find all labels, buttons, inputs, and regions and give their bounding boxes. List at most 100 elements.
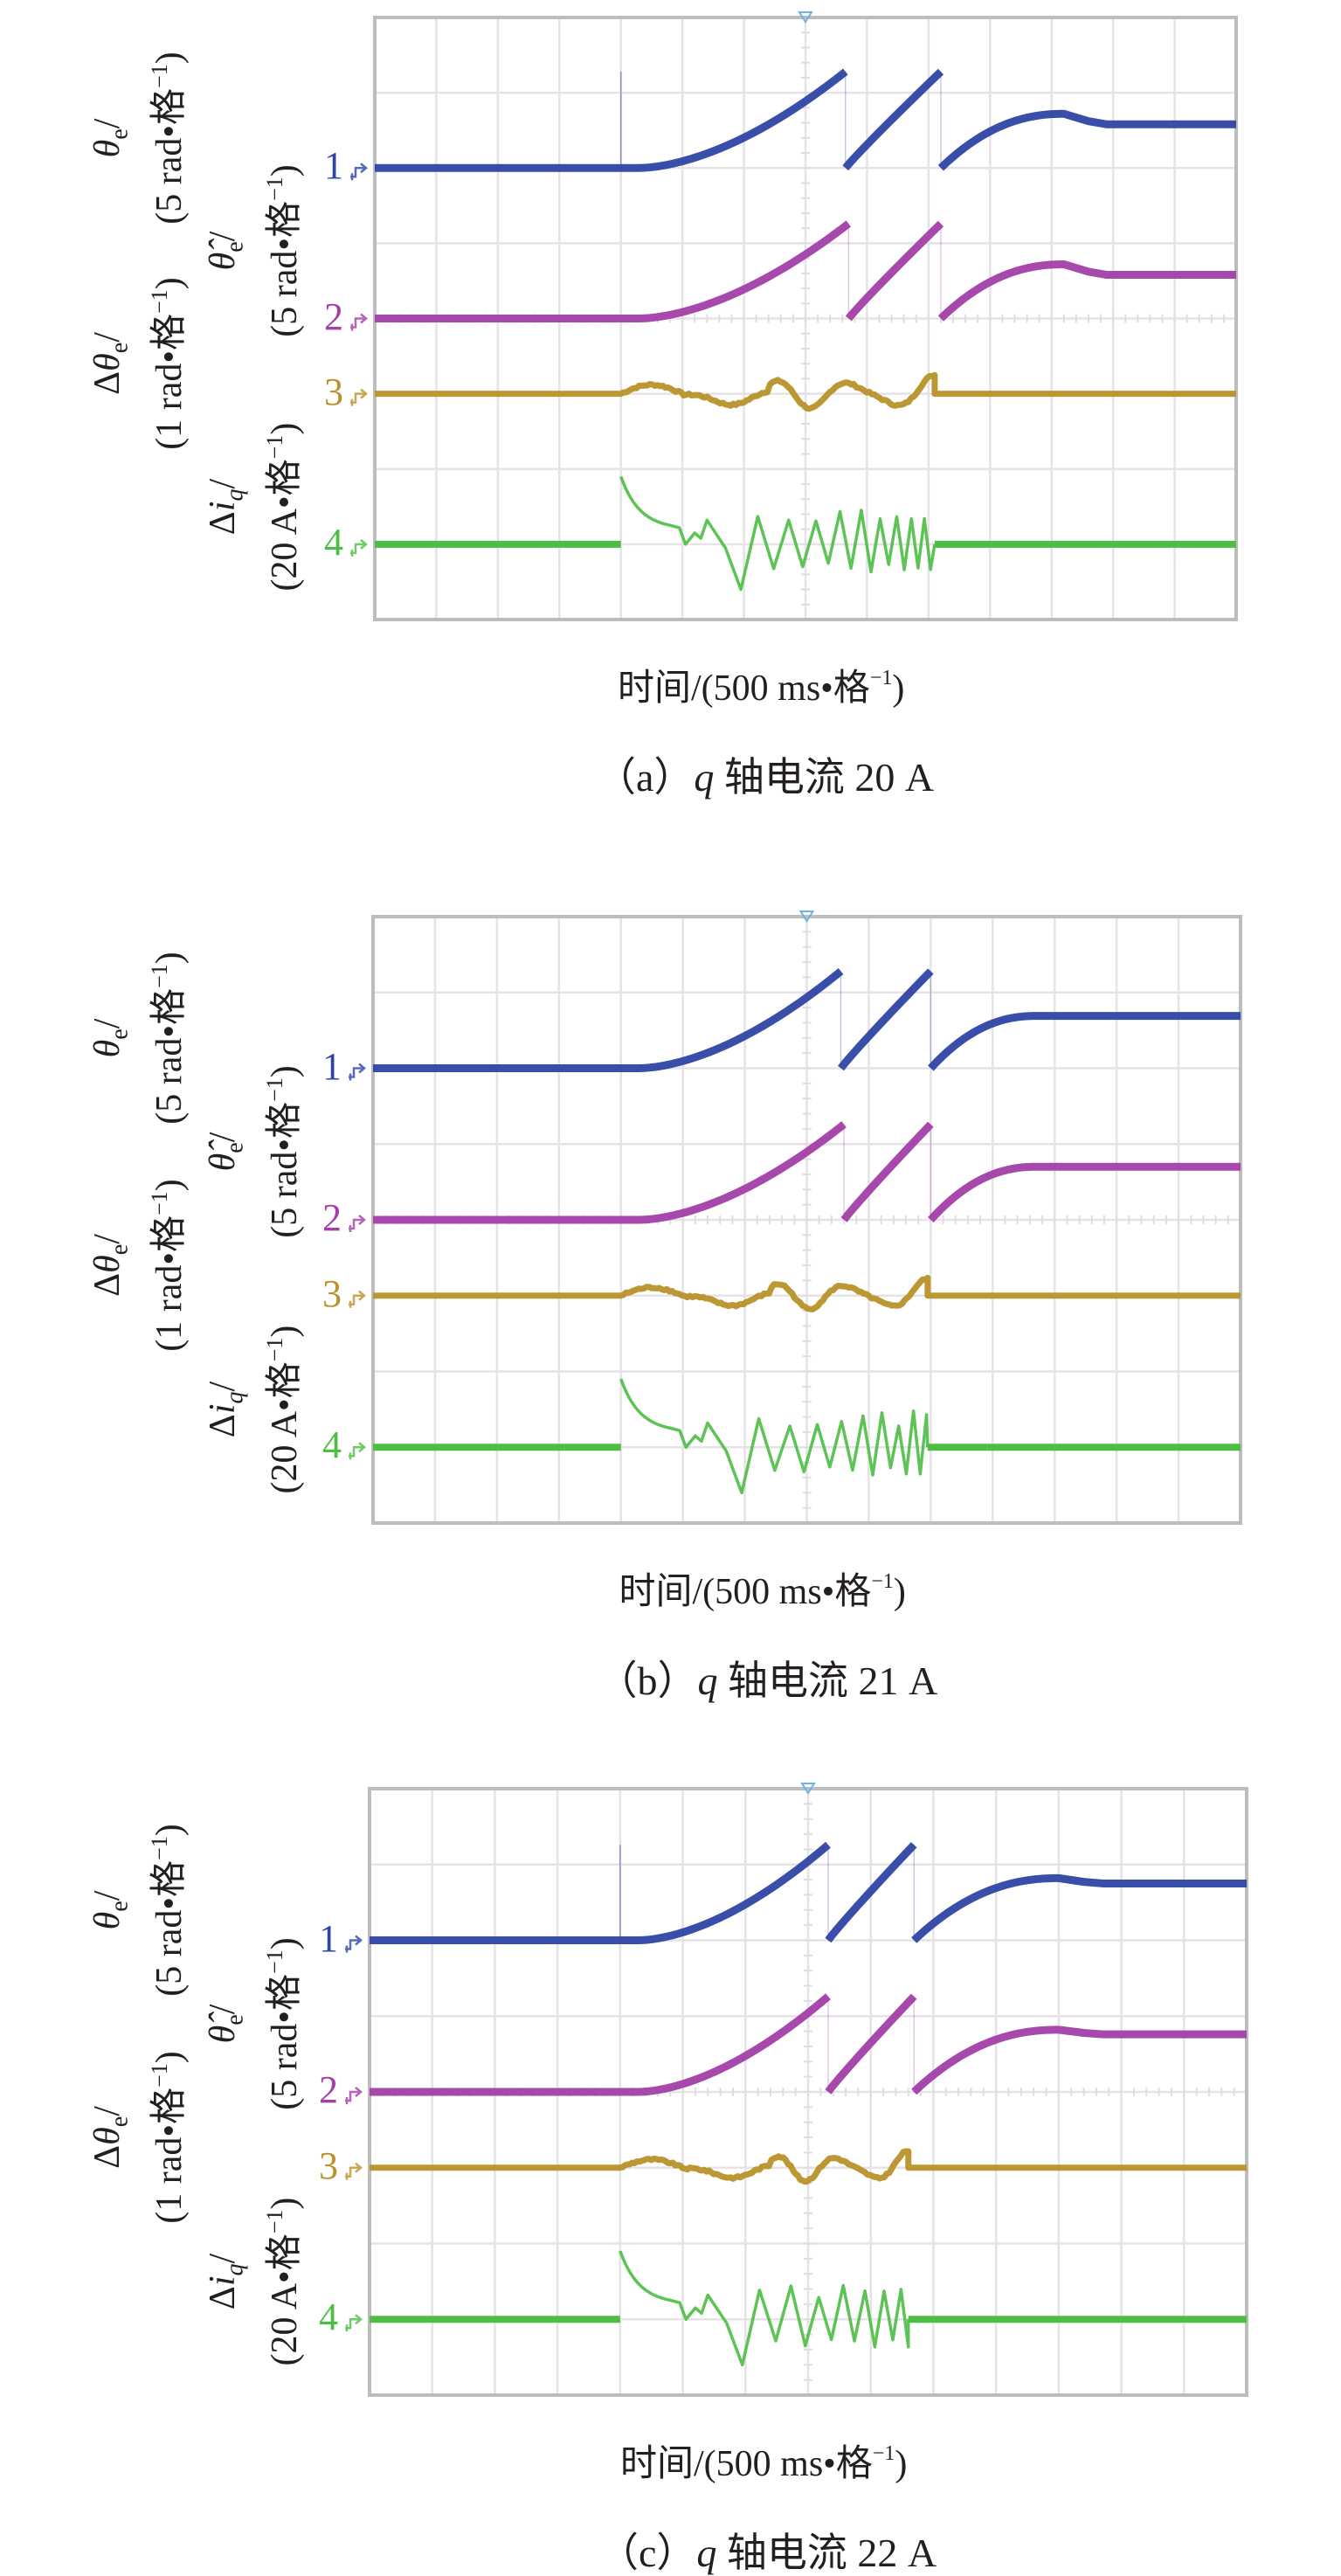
y-label-unit: (5 rad•格−1) <box>140 16 190 260</box>
y-label-unit-exponent: −1 <box>147 64 173 88</box>
y-label-slash: / <box>87 1234 128 1244</box>
y-label-channel-2: θ̂e/(5 rad•格−1) <box>203 128 305 373</box>
caption-text: 轴电流 20 A <box>714 755 935 800</box>
panel-caption: （b）q 轴电流 21 A <box>598 1658 938 1704</box>
y-label-subscript: e <box>106 1243 134 1256</box>
plot-frame <box>368 1787 1248 2397</box>
channel-2-label: 2 <box>322 1196 342 1239</box>
y-label-subscript: e <box>106 1028 134 1040</box>
y-label-subscript: q <box>221 488 249 502</box>
y-label-unit: (5 rad•格−1) <box>255 128 305 373</box>
y-label-channel-3: Δθe/(1 rad•格−1) <box>87 1143 190 1388</box>
y-label-variable: θ̂ <box>203 1153 243 1172</box>
y-label-symbol: Δθe/ <box>87 241 140 486</box>
trace-theta-hat-segment <box>373 1121 847 1224</box>
channel-ground-marker-icon <box>350 313 368 331</box>
trigger-marker-icon <box>800 1783 816 1795</box>
y-label-unit: (20 A•格−1) <box>255 384 305 629</box>
y-label-unit-text: (5 rad•格 <box>265 1973 306 2110</box>
y-label-unit-close: ) <box>265 1937 306 1950</box>
y-label-slash: / <box>203 2004 243 2015</box>
y-label-symbol: Δiq/ <box>203 2159 255 2404</box>
y-label-prefix: Δ <box>203 1414 243 1438</box>
y-label-unit-exponent: −1 <box>147 1836 173 1860</box>
channel-ground-marker-icon <box>349 1442 366 1460</box>
trace-theta-e-segment <box>370 1841 831 1944</box>
y-label-symbol: θe/ <box>87 16 140 260</box>
y-label-unit-exponent: −1 <box>147 2063 173 2088</box>
y-label-slash: / <box>87 1018 128 1029</box>
y-label-unit-text: (5 rad•格 <box>265 200 306 337</box>
y-label-unit-exponent: −1 <box>262 177 288 201</box>
y-label-channel-1: θe/(5 rad•格−1) <box>87 1788 190 2032</box>
y-label-subscript: e <box>106 1901 134 1912</box>
trace-theta-hat-segment <box>928 1162 1241 1223</box>
trace-theta-e <box>375 68 1236 172</box>
trace-delta-iq-oscillation <box>619 1378 930 1495</box>
y-label-channel-2: θ̂e/ (5 rad•格−1) <box>203 1901 305 2146</box>
channel-ground-marker-icon <box>349 1063 366 1081</box>
caption-text: 轴电流 21 A <box>717 1658 938 1703</box>
y-label-unit-text: (20 A•格 <box>265 2233 306 2366</box>
plot-frame <box>373 16 1238 621</box>
trace-theta-hat <box>375 220 1236 322</box>
y-label-unit: (5 rad•格−1) <box>255 1901 305 2146</box>
y-label-symbol: Δiq/ <box>203 1287 255 1532</box>
channel-1-label: 1 <box>322 1044 342 1088</box>
trace-delta-iq <box>370 2250 1247 2367</box>
x-axis-label-close: ) <box>893 1572 906 1612</box>
y-label-channel-3: Δθe/(1 rad•格−1) <box>87 2015 190 2260</box>
y-label-unit-text: (20 A•格 <box>265 459 306 592</box>
trace-delta-theta <box>375 371 1236 412</box>
x-axis-label-close: ) <box>895 2444 908 2484</box>
y-label-unit: (5 rad•格−1) <box>140 916 190 1160</box>
x-axis-label-text: 时间/(500 ms•格 <box>620 2444 873 2484</box>
y-label-slash: / <box>87 118 128 129</box>
y-label-unit-exponent: −1 <box>262 1949 288 1974</box>
y-label-variable: θ <box>87 1255 128 1273</box>
y-label-unit-close: ) <box>265 164 306 177</box>
trace-delta-theta <box>373 1274 1241 1312</box>
trace-theta-e-segment <box>928 1012 1241 1071</box>
y-label-unit-exponent: −1 <box>147 289 173 315</box>
y-label-slash: / <box>203 1381 243 1392</box>
y-label-unit-exponent: −1 <box>262 434 288 460</box>
y-label-variable: θ̂ <box>203 2025 243 2044</box>
trigger-marker-icon <box>798 911 815 923</box>
y-label-subscript: e <box>221 2014 249 2025</box>
y-label-unit: (1 rad•格−1) <box>140 1143 190 1388</box>
y-label-unit-text: (1 rad•格 <box>149 314 190 450</box>
y-label-subscript: q <box>221 1391 249 1404</box>
trace-delta-iq <box>375 475 1236 592</box>
y-label-slash: / <box>87 2106 128 2116</box>
panel-caption: （c）q 轴电流 22 A <box>598 2531 937 2576</box>
trace-theta-e-segment <box>373 967 844 1072</box>
trace-delta-iq-oscillation <box>619 475 937 592</box>
caption-letter: （c） <box>598 2531 697 2575</box>
y-label-slash: / <box>87 1890 128 1901</box>
y-label-slash: / <box>203 478 243 489</box>
trace-theta-hat-segment <box>370 1993 831 2096</box>
trace-theta-e <box>373 967 1241 1072</box>
y-label-channel-3: Δθe/(1 rad•格−1) <box>87 241 190 486</box>
y-label-channel-4: Δiq/(20 A•格−1) <box>203 2159 305 2404</box>
y-label-channel-1: θe/(5 rad•格−1) <box>87 916 190 1160</box>
y-label-unit: (20 A•格−1) <box>255 2159 305 2404</box>
trace-theta-hat-segment <box>845 220 944 322</box>
y-label-subscript: e <box>106 2116 134 2128</box>
y-label-subscript: q <box>221 2263 249 2276</box>
y-label-slash: / <box>203 1132 243 1143</box>
y-label-unit-close: ) <box>265 422 306 435</box>
trace-theta-e-segment <box>837 968 934 1071</box>
trace-theta-hat-segment <box>911 2025 1247 2095</box>
y-label-unit-close: ) <box>149 2051 190 2064</box>
grid <box>372 916 1241 1523</box>
caption-variable: q <box>696 2531 717 2575</box>
y-label-unit-exponent: −1 <box>147 1191 173 1215</box>
y-label-symbol: Δθe/ <box>87 2015 140 2260</box>
